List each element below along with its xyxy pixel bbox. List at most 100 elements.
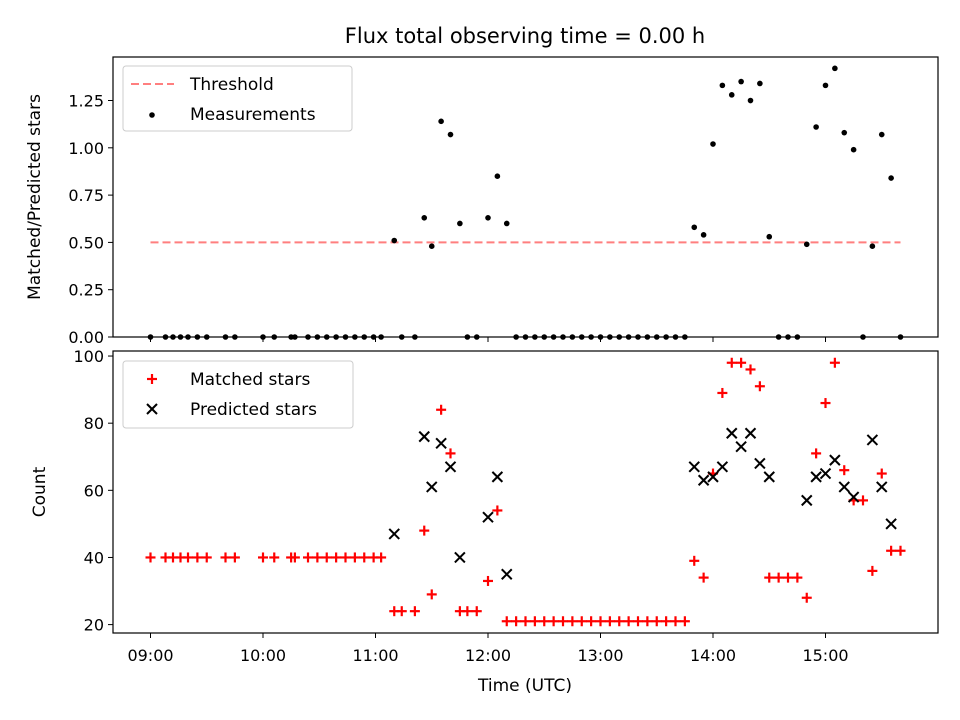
predicted-star-point-b	[735, 440, 747, 453]
predicted-star-point	[454, 551, 466, 564]
matched-star-point	[595, 616, 606, 627]
measurement-point	[485, 215, 491, 221]
matched-star-point	[471, 606, 482, 617]
predicted-star-point	[435, 437, 447, 450]
measurement-point	[361, 334, 368, 340]
bottom-x-tick-label: 12:00	[465, 646, 511, 665]
bottom-y-tick-label: 60	[84, 481, 104, 500]
measurement-point	[794, 334, 801, 340]
predicted-star-point	[501, 568, 513, 580]
matched-star-point	[745, 364, 756, 375]
predicted-star-point-b	[435, 437, 447, 450]
matched-star-point	[409, 606, 420, 617]
bottom-y-tick-label: 80	[84, 414, 104, 433]
predicted-legend-marker-b	[146, 403, 158, 415]
predicted-star-point-b	[744, 427, 757, 439]
predicted-star-point	[885, 518, 897, 530]
matched-star-point	[726, 357, 737, 368]
predicted-star-point	[697, 474, 710, 486]
measurement-point	[860, 334, 866, 340]
predicted-star-point	[763, 471, 775, 483]
top-y-tick-label: 1.25	[68, 92, 104, 111]
matched-star-point	[229, 552, 240, 563]
measurement-point	[607, 334, 613, 340]
matched-star-point	[483, 575, 493, 586]
measurement-point	[719, 82, 726, 89]
matched-star-point	[754, 381, 765, 392]
predicted-star-point	[716, 461, 729, 473]
matched-star-point	[376, 552, 387, 563]
measurement-point	[421, 215, 428, 221]
measurement-point	[878, 131, 885, 138]
predicted-star-point	[707, 471, 719, 483]
bottom-panel: 20 40 60 80 100 09:00 10:00 11:00 12:00 13:00 14:…	[30, 347, 939, 696]
predicted-star-point	[482, 511, 494, 523]
bottom-legend-box	[122, 360, 354, 429]
measurement-point	[869, 243, 876, 249]
measurement-point	[378, 334, 384, 340]
matched-star-point	[576, 616, 587, 627]
measurement-point	[352, 334, 358, 340]
measurement-point	[597, 334, 604, 340]
matched-star-point	[698, 572, 709, 583]
measurement-point	[522, 334, 529, 340]
predicted-star-point	[744, 427, 757, 439]
matched-star-point	[396, 606, 407, 617]
predicted-star-point-b	[501, 568, 513, 580]
predicted-star-point	[801, 494, 813, 507]
matched-star-point	[258, 552, 268, 563]
measurement-point	[323, 334, 330, 340]
matched-star-point	[539, 616, 550, 627]
predicted-star-point-b	[726, 427, 738, 439]
predicted-star-point-b	[876, 481, 888, 493]
matched-star-point	[511, 616, 522, 627]
matched-star-point	[736, 357, 747, 368]
predicted-legend-label: Predicted stars	[190, 400, 317, 420]
measurement-point	[747, 97, 754, 104]
matched-star-point	[820, 398, 831, 409]
measurement-point	[532, 334, 538, 340]
predicted-star-point-b	[444, 461, 457, 473]
predicted-star-point-b	[829, 454, 841, 466]
measurement-point	[464, 334, 471, 340]
matched-star-point	[321, 552, 332, 563]
measurement-point	[292, 334, 298, 340]
matched-star-point	[331, 552, 342, 563]
measurement-point	[578, 334, 585, 340]
matched-star-point	[426, 589, 437, 600]
matched-points	[145, 357, 906, 627]
bottom-y-tick-label: 100	[73, 347, 104, 366]
matched-star-point	[419, 525, 430, 536]
measurement-point	[162, 334, 169, 340]
matched-star-point	[801, 592, 812, 603]
bottom-x-tick-label: 14:00	[690, 646, 736, 665]
matched-star-point	[858, 495, 868, 506]
measurement-point	[473, 334, 480, 340]
matched-star-point	[764, 572, 775, 583]
matched-star-point	[604, 616, 615, 627]
measurement-point	[494, 173, 501, 179]
measurement-point	[194, 334, 201, 340]
predicted-star-point	[810, 471, 822, 483]
measurement-point	[700, 232, 707, 238]
matched-star-point	[501, 616, 512, 627]
measurement-point	[447, 131, 454, 138]
matched-star-point	[651, 616, 662, 627]
matched-star-point	[462, 606, 473, 617]
predicted-star-point	[491, 471, 504, 483]
measurement-point	[185, 334, 191, 340]
matched-star-point	[623, 616, 634, 627]
predicted-star-point-b	[801, 494, 813, 507]
measurement-point	[370, 334, 377, 340]
measurement-point	[766, 233, 773, 240]
matched-star-point	[492, 505, 503, 516]
predicted-star-point	[866, 434, 879, 446]
predicted-star-point	[876, 481, 888, 493]
matched-star-point	[642, 616, 653, 627]
measurement-point	[305, 334, 311, 340]
top-y-tick-label: 0.50	[68, 233, 104, 252]
top-legend-box	[122, 65, 353, 132]
matched-star-point	[773, 572, 784, 583]
top-x-axis	[150, 337, 826, 342]
